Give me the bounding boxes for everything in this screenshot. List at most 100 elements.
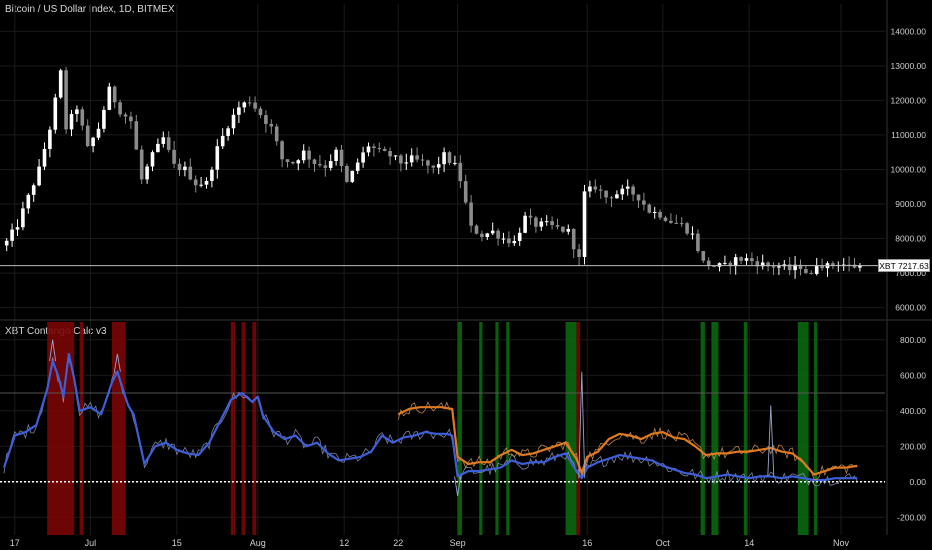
candle-body	[199, 184, 203, 186]
x-axis-label: Oct	[656, 538, 671, 548]
candle-body	[631, 186, 635, 195]
candle-body	[582, 191, 587, 257]
green-zone	[479, 322, 483, 535]
candle-body	[280, 141, 284, 160]
candle-body	[480, 233, 484, 238]
candle-body	[156, 143, 160, 153]
candle-body	[334, 149, 338, 161]
candle-body	[172, 149, 176, 164]
candle-body	[264, 115, 268, 124]
candle-body	[512, 240, 517, 244]
candle-body	[210, 169, 214, 181]
candle-body	[442, 152, 446, 165]
candle-body	[766, 262, 770, 267]
candle-body	[42, 148, 47, 167]
candle-body	[777, 266, 781, 268]
candle-body	[501, 238, 506, 240]
indicator-axis-label: 600.00	[900, 370, 926, 380]
candle-body	[696, 233, 700, 252]
candle-body	[150, 152, 155, 167]
candle-body	[301, 150, 306, 161]
candle-body	[690, 233, 695, 235]
candle-body	[474, 225, 479, 234]
indicator-axis-label: 800.00	[900, 335, 926, 345]
candle-body	[447, 152, 452, 164]
candle-body	[739, 257, 743, 261]
candle-body	[496, 230, 500, 239]
candle-body	[555, 225, 560, 227]
price-axis-label: 12000.00	[891, 95, 927, 105]
x-axis-label: Jul	[85, 538, 97, 548]
green-zone	[457, 322, 462, 535]
candle-body	[291, 161, 295, 164]
candle-body	[458, 162, 463, 182]
red-zone	[252, 322, 257, 535]
candle-body	[91, 137, 95, 147]
candle-body	[463, 181, 468, 203]
candlestick-series	[0, 66, 885, 279]
candle-body	[102, 109, 106, 129]
candle-body	[377, 148, 382, 150]
indicator-spike	[767, 405, 775, 477]
last-price-badge: XBT 7217.63	[878, 259, 930, 272]
indicator-spike	[454, 476, 462, 497]
candle-body	[10, 229, 14, 241]
candle-body	[593, 186, 598, 190]
candle-body	[723, 262, 727, 264]
candle-body	[415, 155, 419, 160]
candle-body	[307, 150, 311, 160]
candle-body	[366, 146, 371, 153]
candle-body	[296, 160, 301, 164]
orange-raw-line	[397, 401, 858, 480]
candle-body	[436, 164, 441, 168]
candle-body	[318, 163, 322, 166]
red-zone	[576, 322, 581, 535]
x-axis-label: Aug	[250, 538, 266, 548]
candle-body	[64, 70, 68, 130]
signal-zones	[47, 322, 818, 535]
candle-body	[107, 86, 112, 110]
x-axis-label: 14	[744, 538, 754, 548]
candle-body	[517, 232, 522, 241]
candle-body	[831, 263, 835, 266]
green-zone	[565, 322, 577, 535]
candle-body	[53, 97, 58, 130]
grid-layer	[0, 4, 885, 535]
candle-body	[712, 265, 716, 267]
price-axis-label: 9000.00	[895, 199, 926, 209]
candle-body	[615, 194, 619, 199]
candle-body	[453, 162, 457, 164]
last-price-symbol: XBT	[879, 261, 896, 271]
candle-body	[247, 102, 252, 104]
green-zone	[495, 322, 499, 535]
candle-body	[21, 208, 25, 228]
candle-body	[652, 211, 657, 213]
candle-body	[733, 257, 738, 267]
candle-body	[539, 221, 544, 227]
red-zone	[230, 322, 236, 535]
candle-body	[663, 217, 668, 221]
indicator-axis-label: 200.00	[900, 441, 926, 451]
price-axis-label: 11000.00	[891, 130, 926, 140]
indicator-axis-label: -200.00	[897, 512, 926, 522]
candle-body	[507, 238, 511, 244]
candle-body	[15, 227, 20, 230]
candle-body	[312, 159, 317, 164]
candle-body	[118, 102, 122, 115]
candle-body	[409, 155, 414, 163]
candle-body	[728, 262, 733, 267]
candle-body	[793, 264, 797, 271]
candle-body	[604, 190, 608, 198]
x-axis-label: 15	[172, 538, 182, 548]
candle-body	[31, 185, 36, 195]
x-axis-label: 12	[339, 538, 349, 548]
red-zone	[47, 322, 75, 535]
candle-body	[355, 162, 360, 171]
candle-body	[636, 194, 641, 201]
candle-body	[809, 272, 814, 274]
candle-body	[571, 228, 576, 250]
candle-body	[204, 180, 209, 185]
price-axis-label: 13000.00	[891, 61, 927, 71]
x-axis-label: 17	[10, 538, 20, 548]
